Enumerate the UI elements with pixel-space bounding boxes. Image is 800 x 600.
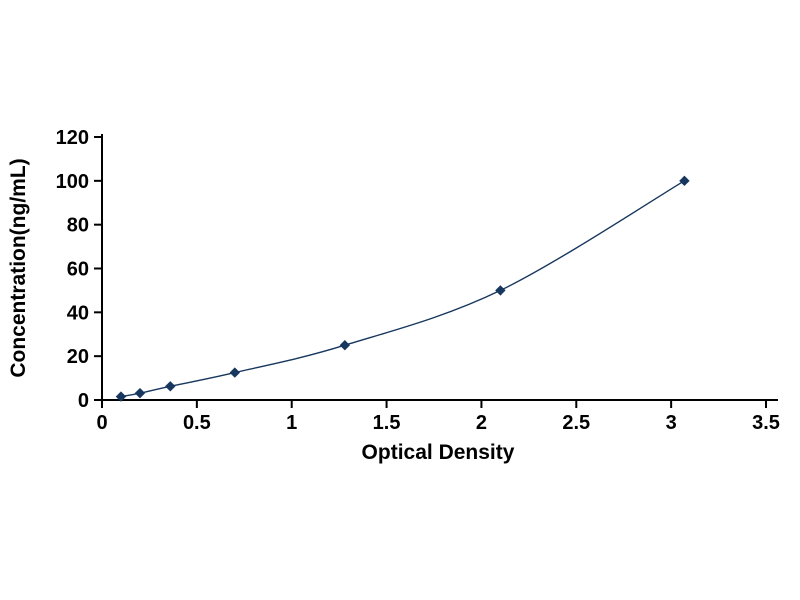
y-tick-label: 40 <box>67 302 89 324</box>
y-tick-label: 100 <box>56 171 89 193</box>
x-tick-label: 2 <box>476 412 487 434</box>
data-point-marker <box>165 381 176 392</box>
x-tick-label: 0.5 <box>183 412 211 434</box>
x-tick-label: 3.5 <box>752 412 780 434</box>
y-tick-label: 80 <box>67 215 89 237</box>
x-tick-label: 0 <box>96 412 107 434</box>
x-tick-label: 1.5 <box>373 412 401 434</box>
data-point-marker <box>495 285 506 296</box>
data-point-marker <box>134 387 146 399</box>
data-point-marker <box>229 367 241 378</box>
x-tick-label: 1 <box>286 412 297 434</box>
y-tick-label: 60 <box>67 259 89 281</box>
y-tick-label: 0 <box>78 390 89 412</box>
plot-layer: 0 0.5 1 1.5 2 2.5 3 3.5 0 20 40 60 80 100 120 <box>56 127 780 434</box>
x-tick-label: 3 <box>666 412 677 434</box>
data-point-marker <box>115 391 127 402</box>
y-axis-label: Concentration(ng/mL) <box>7 158 30 377</box>
data-point-marker <box>339 340 351 351</box>
data-point-marker <box>679 175 690 187</box>
standard-curve-line <box>120 180 685 398</box>
x-tick-label: 2.5 <box>562 412 590 434</box>
y-tick-label: 20 <box>67 346 89 368</box>
y-tick-label: 120 <box>56 127 89 149</box>
x-axis-label: Optical Density <box>362 441 515 464</box>
